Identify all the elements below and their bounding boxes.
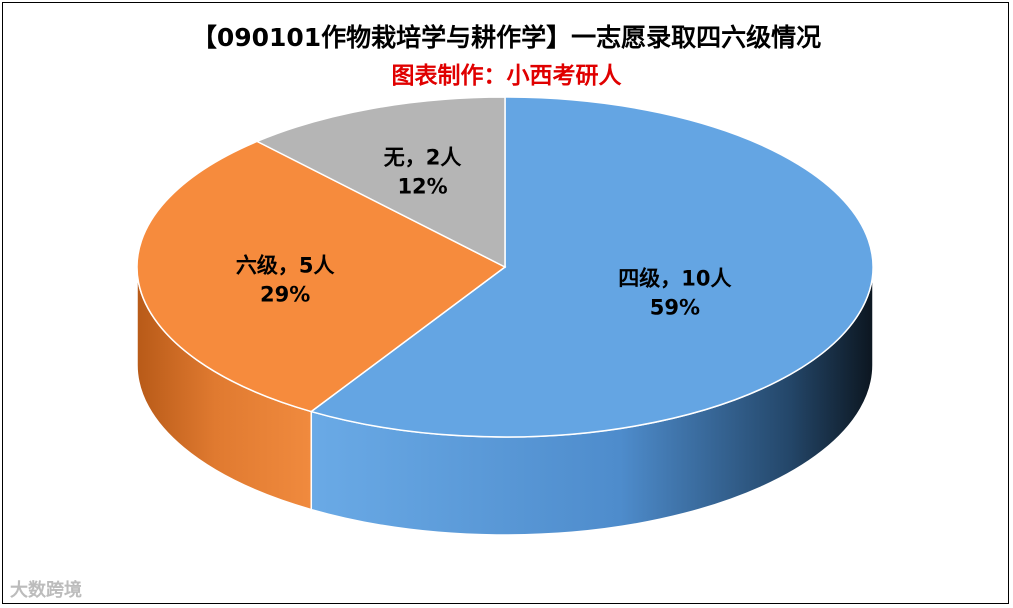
slice-3-top xyxy=(255,96,506,269)
slice-2-top xyxy=(136,140,507,413)
chart-title: 【090101作物栽培学与耕作学】一志愿录取四六级情况 xyxy=(191,23,822,52)
slice-3-percent: 12% xyxy=(397,175,447,199)
watermark: 大数跨境 xyxy=(10,580,82,601)
slice-2-percent: 29% xyxy=(260,282,310,306)
slice-3-label: 无，2人 xyxy=(384,146,462,170)
slice-2-label: 六级，5人 xyxy=(236,253,335,277)
slice-1-top xyxy=(309,96,874,438)
chart-subtitle: 图表制作：小西考研人 xyxy=(391,63,622,89)
slice-1-percent: 59% xyxy=(650,295,700,319)
slice-1-label: 四级，10人 xyxy=(618,266,731,290)
